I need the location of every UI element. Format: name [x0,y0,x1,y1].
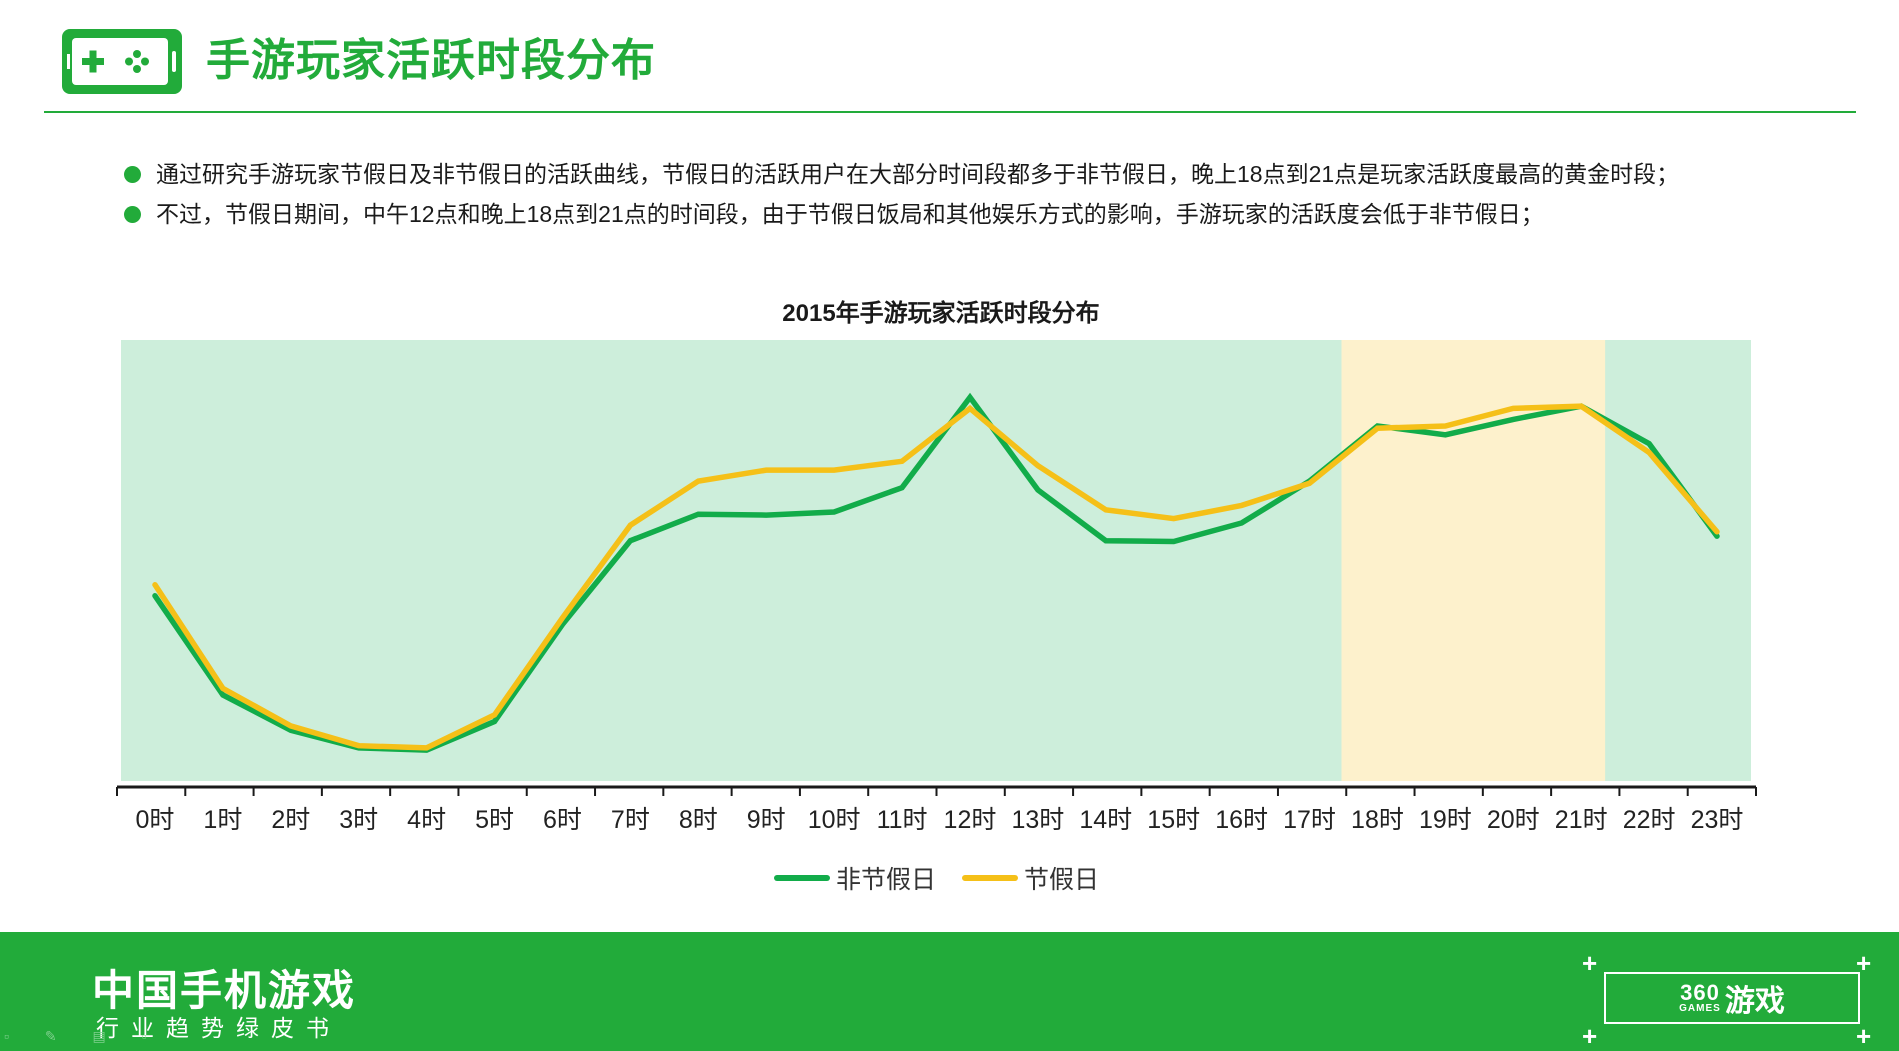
x-tick-label: 8时 [679,806,718,834]
legend-swatch-holiday [962,875,1019,881]
bullet-dot-icon [124,206,141,223]
x-tick-label: 15时 [1147,806,1200,834]
legend-item-non-holiday: 非节假日 [774,860,936,896]
footer-brand-title: 中国手机游戏 [92,967,357,1014]
slide-tools-icons: ▫ ✎ ▤ ▫ [4,1028,163,1044]
x-tick-label: 17时 [1283,806,1336,834]
bullet-list: 通过研究手游玩家节假日及非节假日的活跃曲线，节假日的活跃用户在大部分时间段都多于… [124,154,1874,234]
x-tick-label: 12时 [944,806,997,834]
page-title: 手游玩家活跃时段分布 [206,36,656,85]
legend-label: 节假日 [1024,866,1100,894]
x-tick-label: 22时 [1623,806,1676,834]
x-tick-label: 21时 [1555,806,1608,834]
x-tick-label: 7时 [611,806,650,834]
x-tick-label: 19时 [1419,806,1472,834]
x-tick-label: 20时 [1487,806,1540,834]
logo-mark-top: 360 [1680,980,1720,1005]
bullet-text: 不过，节假日期间，中午12点和晚上18点到21点的时间段，由于节假日饭局和其他娱… [156,201,1544,227]
chart-title: 2015年手游玩家活跃时段分布 [782,300,1100,327]
highlight-band-golden-period [1341,340,1606,781]
x-tick-label: 16时 [1215,806,1268,834]
360-games-logo: 360 GAMES 游戏 [1604,972,1860,1024]
legend-item-holiday: 节假日 [962,860,1099,896]
360-logo-mark: 360 GAMES [1679,982,1721,1014]
plus-icon: + [1856,1021,1872,1051]
bullet-item: 不过，节假日期间，中午12点和晚上18点到21点的时间段，由于节假日饭局和其他娱… [124,194,1874,234]
x-tick-label: 6时 [543,806,582,834]
logo-mark-bottom: GAMES [1679,1003,1721,1014]
footer-bar: 中国手机游戏 行业趋势绿皮书 ▫ ✎ ▤ ▫ + + + + 360 GAMES… [0,932,1899,1051]
gamepad-icon [62,29,182,94]
bullet-text: 通过研究手游玩家节假日及非节假日的活跃曲线，节假日的活跃用户在大部分时间段都多于… [156,161,1680,187]
plus-icon: + [1856,948,1872,978]
chart-legend: 非节假日 节假日 [774,862,1099,894]
logo-text: 游戏 [1724,985,1785,1018]
x-tick-label: 9时 [747,806,786,834]
header-divider [44,111,1856,113]
x-tick-label: 14时 [1079,806,1132,834]
series-line-holiday [152,403,1720,751]
footer-brand-subtitle: 行业趋势绿皮书 [96,1015,341,1041]
x-tick-label: 23时 [1691,806,1744,834]
x-tick-label: 0时 [136,806,175,834]
x-tick-label: 4时 [407,806,446,834]
x-tick-label: 18时 [1351,806,1404,834]
plus-icon: + [1582,1021,1598,1051]
legend-label: 非节假日 [836,866,937,894]
x-tick-label: 1时 [203,806,242,834]
legend-swatch-non-holiday [774,875,830,881]
x-tick-label: 5时 [475,806,514,834]
x-tick-label: 11时 [877,806,928,834]
bullet-dot-icon [124,166,141,183]
x-tick-label: 13时 [1011,806,1064,834]
bullet-item: 通过研究手游玩家节假日及非节假日的活跃曲线，节假日的活跃用户在大部分时间段都多于… [124,154,1874,194]
x-tick-label: 10时 [808,806,861,834]
plus-icon: + [1582,948,1598,978]
x-tick-label: 3时 [339,806,378,834]
x-tick-label: 2时 [271,806,310,834]
